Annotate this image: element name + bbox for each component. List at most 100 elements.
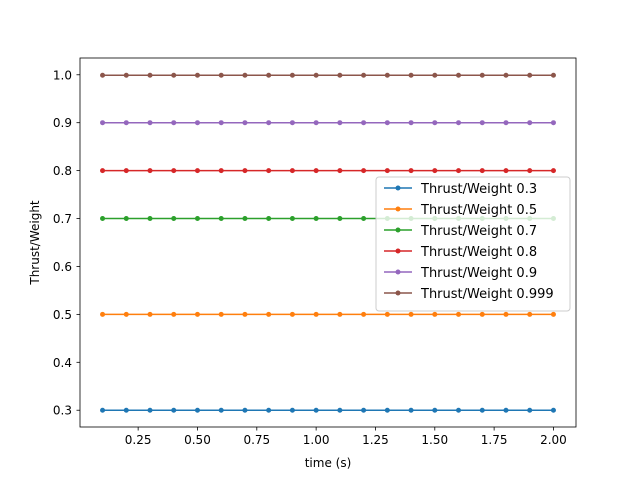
data-point [503,407,509,413]
y-tick-label: 0.8 [53,164,72,178]
data-point [527,168,533,174]
x-axis: 0.25 0.50 0.75 1.00 1.25 1.50 1.75 2.00 [125,427,567,447]
data-point [337,72,343,78]
data-point [123,72,129,78]
data-point [266,407,272,413]
axes-border [79,57,577,428]
data-point [123,311,129,317]
data-point [408,120,414,126]
data-point [100,216,106,222]
series-0 [100,407,556,413]
data-point [361,311,367,317]
data-point [313,168,319,174]
data-point [218,120,224,126]
data-point [408,72,414,78]
data-point [218,311,224,317]
y-tick-label: 0.6 [53,260,72,274]
data-point [361,72,367,78]
data-point [503,120,509,126]
data-point [218,407,224,413]
data-point [123,216,129,222]
data-point [456,72,462,78]
data-point [313,216,319,222]
data-point [100,311,106,317]
data-point [432,168,438,174]
legend-label: Thrust/Weight 0.7 [420,224,537,239]
data-point [171,120,177,126]
y-axis: 0.3 0.4 0.5 0.6 0.7 0.8 0.9 1.0 [53,68,80,418]
legend-label: Thrust/Weight 0.8 [420,245,537,260]
data-point [289,311,295,317]
legend-swatch-marker [395,206,401,212]
y-tick-label: 0.9 [53,116,72,130]
series-5 [100,72,556,78]
data-point [361,216,367,222]
axes-frame [79,57,577,428]
data-point [100,168,106,174]
data-point [408,311,414,317]
data-point [100,407,106,413]
data-point [147,72,153,78]
data-point [503,72,509,78]
data-point [361,168,367,174]
data-point [194,168,200,174]
data-point [171,72,177,78]
data-point [171,311,177,317]
data-point [194,72,200,78]
data-point [479,120,485,126]
data-point [479,168,485,174]
data-point [503,168,509,174]
data-point [456,311,462,317]
data-point [266,120,272,126]
data-point [171,407,177,413]
legend-item: Thrust/Weight 0.5 [384,203,537,218]
legend-label: Thrust/Weight 0.999 [420,287,554,302]
data-point [171,216,177,222]
legend-item: Thrust/Weight 0.8 [384,245,537,260]
data-point [242,120,248,126]
data-point [432,311,438,317]
data-point [289,72,295,78]
data-point [218,216,224,222]
legend-item: Thrust/Weight 0.7 [384,224,537,239]
data-point [147,168,153,174]
data-point [527,407,533,413]
data-point [123,168,129,174]
legend-label: Thrust/Weight 0.9 [420,266,537,281]
data-point [337,168,343,174]
series-1 [100,311,556,317]
series-4 [100,120,556,126]
data-point [479,72,485,78]
data-point [456,168,462,174]
data-point [384,168,390,174]
data-point [194,311,200,317]
y-tick-label: 1.0 [53,68,72,82]
legend-item: Thrust/Weight 0.9 [384,266,537,281]
legend-swatch-marker [395,185,401,191]
data-point [384,311,390,317]
data-point [313,407,319,413]
data-point [242,72,248,78]
y-tick-label: 0.4 [53,356,72,370]
legend: Thrust/Weight 0.3 Thrust/Weight 0.5 Thrust… [375,176,571,312]
data-point [147,120,153,126]
y-tick-label: 0.7 [53,212,72,226]
data-point [337,311,343,317]
data-point [384,407,390,413]
data-point [337,216,343,222]
data-point [147,216,153,222]
data-point [550,120,556,126]
data-point [289,120,295,126]
data-point [289,168,295,174]
data-point [194,216,200,222]
y-tick-label: 0.3 [53,404,72,418]
x-tick-label: 0.50 [184,433,211,447]
data-point [527,120,533,126]
data-point [218,72,224,78]
data-point [194,407,200,413]
data-point [503,311,509,317]
legend-swatch-marker [395,290,401,296]
data-point [337,120,343,126]
